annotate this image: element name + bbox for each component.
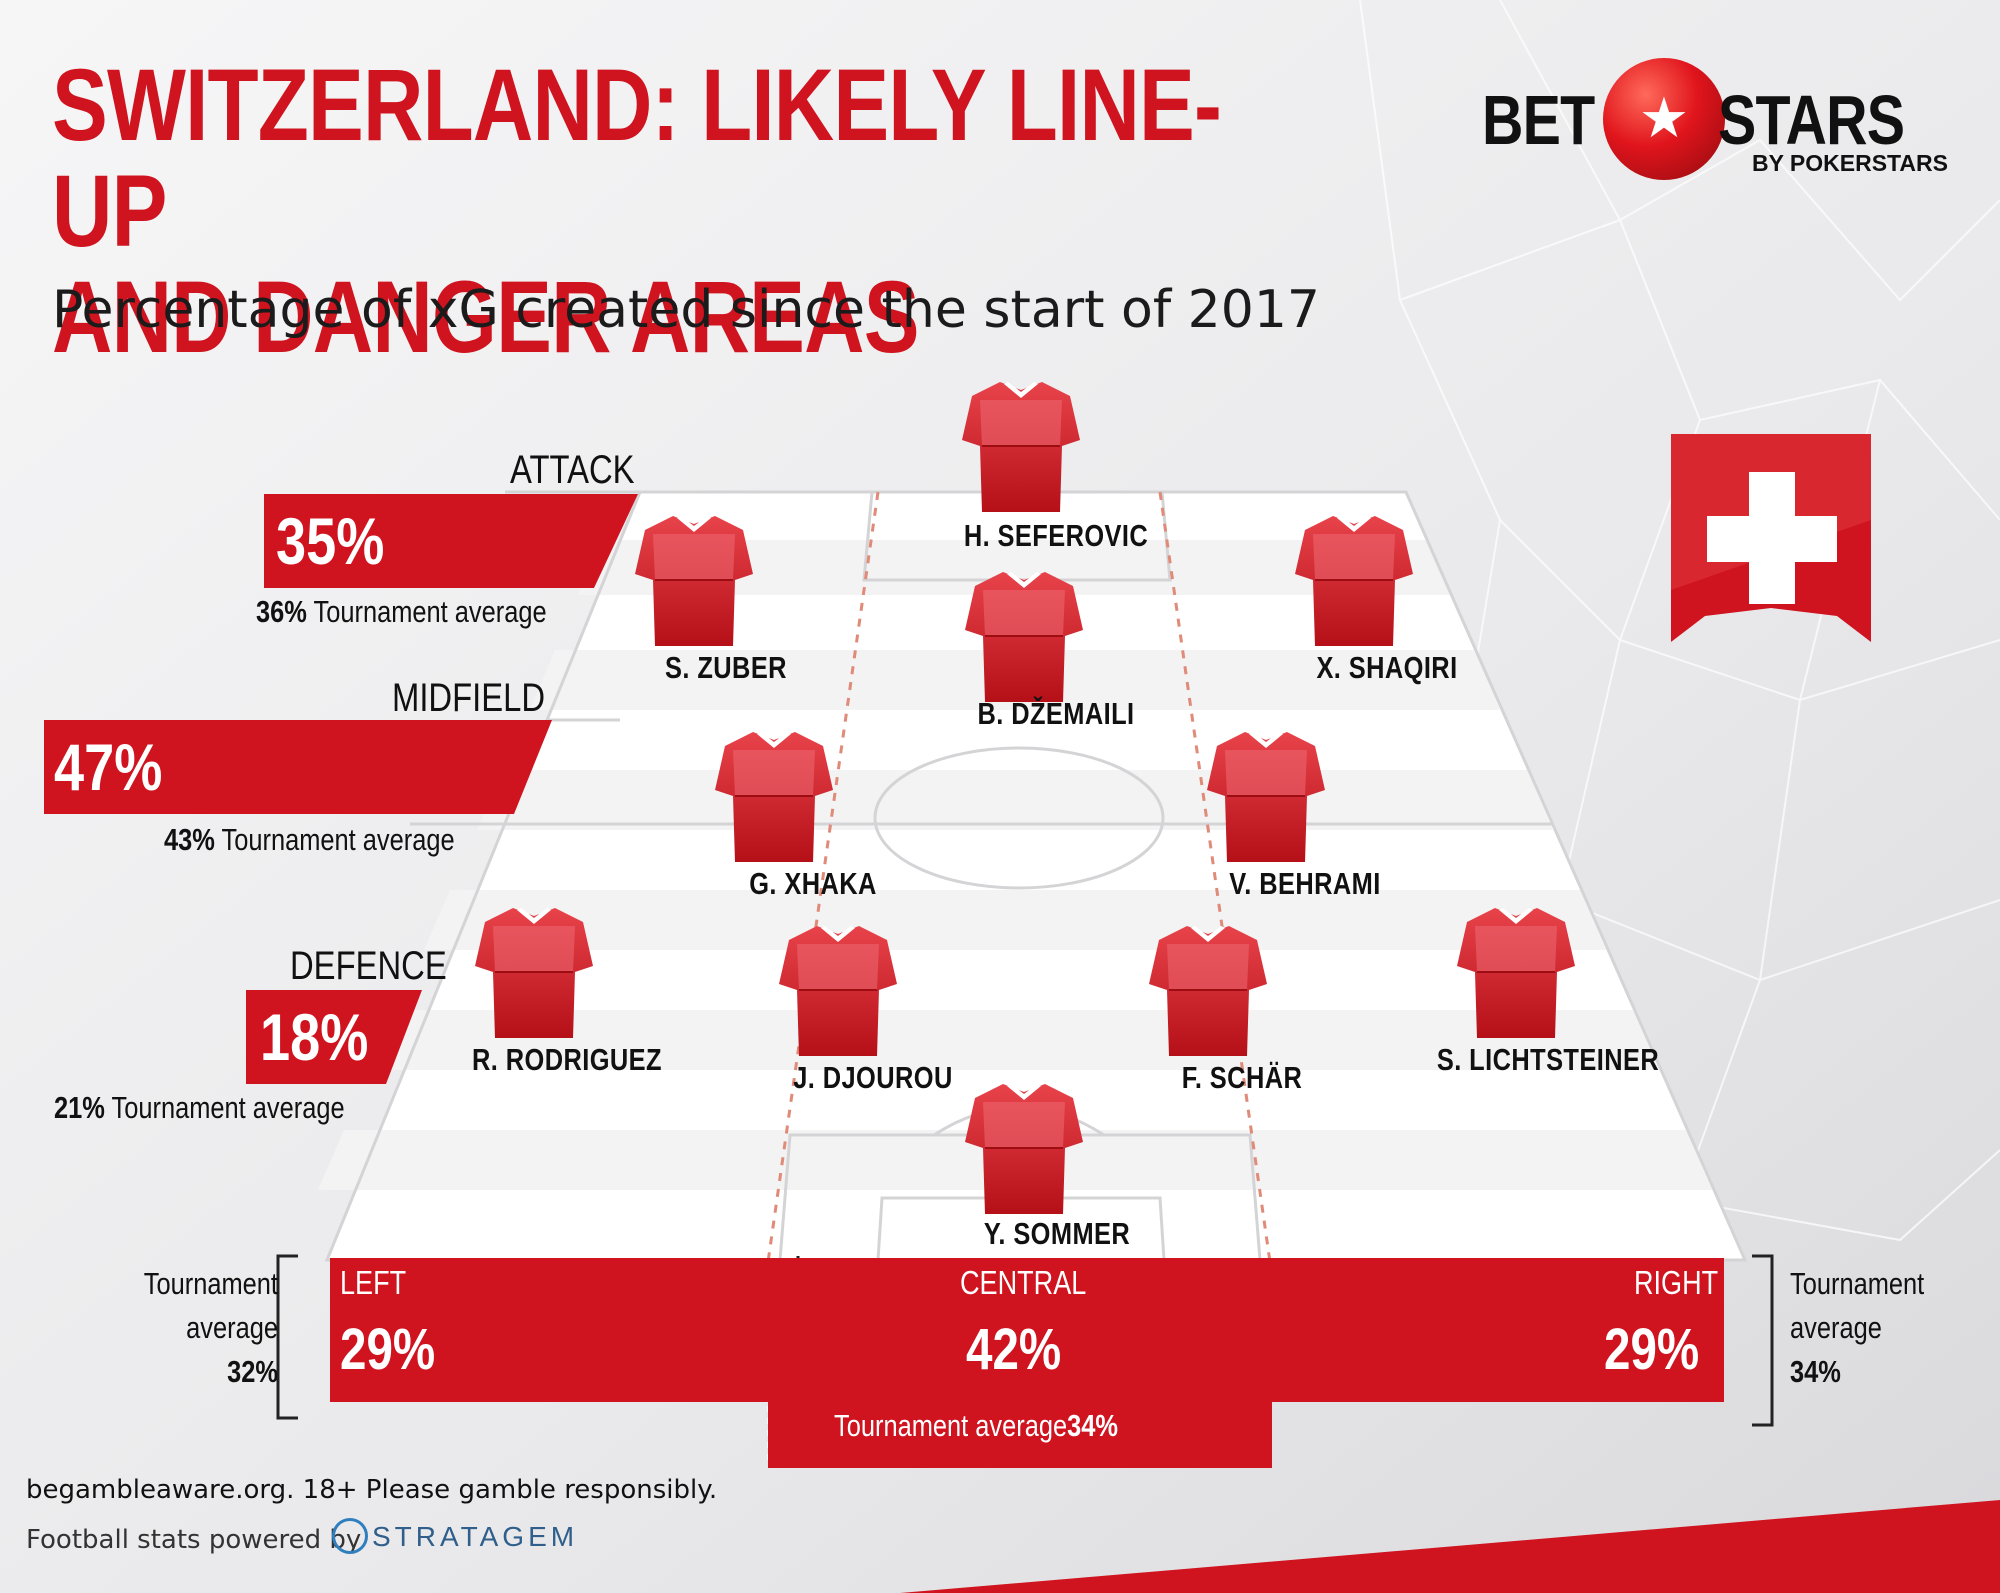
player-shirt-icon	[777, 920, 899, 1060]
stratagem-logo: STRATAGEM	[372, 1521, 579, 1552]
powered-by-text: Football stats powered by	[26, 1525, 362, 1555]
logo-by-text: BY POKERSTARS	[1752, 150, 1948, 176]
responsible-gambling-text: begambleaware.org. 18+ Please gamble res…	[26, 1475, 718, 1505]
left-tournament-average-note: Tournament average 32%	[114, 1262, 278, 1394]
midfield-avg-value: 43%	[164, 822, 215, 857]
defence-avg-text: Tournament average	[111, 1090, 345, 1125]
attack-avg-text: Tournament average	[313, 594, 547, 629]
right-avg-value: 34%	[1790, 1354, 1841, 1389]
player-name: J. DJOUROU	[793, 1060, 953, 1095]
player-name: V. BEHRAMI	[1229, 866, 1381, 901]
midfield-avg-text: Tournament average	[221, 822, 455, 857]
central-avg-text: Tournament average	[834, 1408, 1068, 1443]
player-name: S. ZUBER	[665, 650, 787, 685]
right-channel-pct: 29%	[1604, 1317, 1700, 1382]
defence-avg-value: 21%	[54, 1090, 105, 1125]
player-shirt-icon	[963, 1078, 1085, 1218]
soccer-ball-star-icon: ★	[1603, 58, 1725, 180]
logo-bet-text: BET	[1482, 81, 1595, 159]
player-name: S. LICHTSTEINER	[1436, 1042, 1660, 1077]
player-name: G. XHAKA	[749, 866, 877, 901]
player-shirt-icon	[1147, 920, 1269, 1060]
central-tournament-average: Tournament average34%	[834, 1408, 1118, 1444]
defence-label: DEFENCE	[290, 944, 447, 988]
player-shirt-icon	[633, 510, 755, 650]
attack-label: ATTACK	[510, 448, 635, 492]
left-channel-box	[330, 1258, 770, 1402]
attack-avg-value: 36%	[256, 594, 307, 629]
player-name: Y. SOMMER	[983, 1216, 1131, 1251]
midfield-pct: 47%	[54, 730, 163, 804]
player-shirt-icon	[1205, 726, 1327, 866]
player-name: H. SEFEROVIC	[963, 518, 1149, 553]
left-channel-label: LEFT	[340, 1264, 407, 1301]
player-shirt-icon	[960, 376, 1082, 516]
player-shirt-icon	[963, 566, 1085, 706]
title-line-1: SWITZERLAND: LIKELY LINE-UP	[52, 48, 1222, 268]
right-channel-label: RIGHT	[1634, 1264, 1719, 1301]
player-shirt-icon	[473, 902, 595, 1042]
central-avg-value: 34%	[1067, 1408, 1119, 1443]
attack-tournament-average: 36% Tournament average	[256, 594, 547, 630]
title-line-2: AND DANGER AREAS	[52, 260, 920, 374]
player-shirt-icon	[1455, 902, 1577, 1042]
left-avg-value: 32%	[227, 1354, 278, 1389]
defence-tournament-average: 21% Tournament average	[54, 1090, 345, 1126]
globe-icon	[332, 1518, 368, 1554]
player-shirt-icon	[1293, 510, 1415, 650]
swiss-flag-icon	[1671, 434, 1871, 642]
subtitle: Percentage of xG created since the start…	[52, 280, 1321, 340]
right-tournament-average-note: Tournament average 34%	[1790, 1262, 1954, 1394]
midfield-label: MIDFIELD	[392, 676, 546, 720]
midfield-bar	[44, 720, 552, 814]
central-channel-pct: 42%	[966, 1317, 1062, 1382]
player-name: X. SHAQIRI	[1316, 650, 1458, 685]
player-name: F. SCHÄR	[1181, 1060, 1303, 1095]
right-channel-box	[1270, 1258, 1724, 1402]
midfield-tournament-average: 43% Tournament average	[164, 822, 455, 858]
defence-pct: 18%	[260, 1000, 369, 1074]
player-name: R. RODRIGUEZ	[472, 1042, 662, 1077]
attack-pct: 35%	[276, 504, 385, 578]
central-channel-label: CENTRAL	[960, 1264, 1087, 1301]
defence-bar	[246, 990, 422, 1084]
logo-stars-text: STARS	[1718, 81, 1905, 159]
player-shirt-icon	[713, 726, 835, 866]
attack-bar	[264, 494, 638, 588]
page-title: SWITZERLAND: LIKELY LINE-UP AND DANGER A…	[52, 52, 1282, 370]
central-channel-box	[768, 1258, 1272, 1468]
left-channel-pct: 29%	[340, 1317, 436, 1382]
player-name: B. DŽEMAILI	[977, 696, 1135, 731]
